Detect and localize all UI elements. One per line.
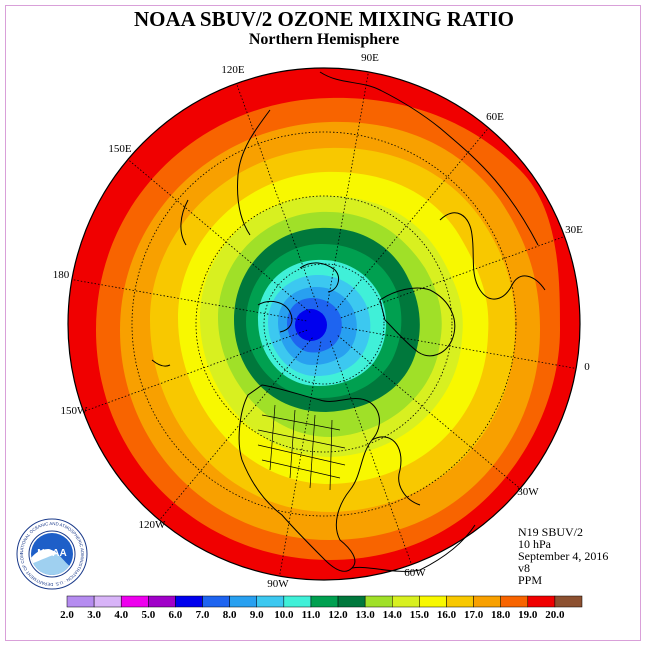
colorbar-swatches — [66, 595, 583, 608]
colorbar-swatch — [554, 595, 583, 608]
latitude-circle — [131, 131, 517, 517]
colorbar-label: 2.0 — [60, 609, 74, 621]
colorbar-label: 17.0 — [464, 609, 484, 621]
colorbar-label: 12.0 — [328, 609, 348, 621]
colorbar-label: 10.0 — [274, 609, 294, 621]
colorbar-label: 3.0 — [87, 609, 101, 621]
lon-label: 90E — [361, 52, 379, 64]
colorbar-label: 4.0 — [114, 609, 128, 621]
meridian-line — [335, 127, 489, 311]
page-title: NOAA SBUV/2 OZONE MIXING RATIO — [134, 7, 514, 31]
meridian-line — [326, 71, 369, 307]
colorbar-swatch — [473, 595, 501, 608]
colorbar-label: 11.0 — [302, 609, 321, 621]
lon-label: 30W — [517, 486, 539, 498]
lon-label: 150E — [108, 143, 132, 155]
meridian-line — [83, 329, 308, 412]
coast-aleutians — [151, 359, 171, 367]
colorbar-swatch — [364, 595, 393, 608]
figure-frame — [5, 5, 641, 641]
colorbar-label: 14.0 — [383, 609, 403, 621]
latitude-circle — [195, 195, 453, 453]
pressure-level-label: 10 hPa — [518, 537, 551, 551]
colorbar-label: 5.0 — [141, 609, 155, 621]
colorbar-swatch — [527, 595, 556, 608]
coast-asia — [319, 71, 539, 246]
map-rim — [67, 67, 581, 581]
coast-east-asia — [237, 109, 271, 236]
colorbar-swatch — [392, 595, 420, 608]
coast-central-america — [351, 524, 476, 572]
coast-kamchatka — [180, 199, 189, 246]
colorbar-label: 13.0 — [356, 609, 376, 621]
coast-europe — [439, 212, 546, 300]
meridian-line — [340, 236, 565, 319]
colorbar-label: 16.0 — [437, 609, 457, 621]
colorbar-swatch — [283, 595, 312, 608]
state-boundaries — [257, 404, 346, 491]
meridian-line — [329, 340, 412, 565]
colorbar-label: 7.0 — [196, 609, 210, 621]
colorbar-swatch — [229, 595, 257, 608]
coastlines — [151, 71, 546, 572]
colorbar-label: 9.0 — [250, 609, 264, 621]
units-label: PPM — [518, 573, 543, 587]
meridian-line — [127, 159, 311, 313]
page-subtitle: Northern Hemisphere — [248, 31, 400, 48]
lon-label: 0 — [584, 361, 590, 373]
colorbar-swatch — [66, 595, 95, 608]
lon-label: 60W — [404, 567, 426, 579]
colorbar-swatch — [93, 595, 122, 608]
lon-label: 150W — [61, 405, 89, 417]
contour-band-6 — [295, 309, 327, 341]
latitude-circle — [263, 263, 385, 385]
colorbar-swatch — [446, 595, 474, 608]
longitude-labels: 90E 60E 30E 0 30W 60W 90W 120W 150W 180 … — [53, 52, 591, 590]
meridian-line — [341, 326, 577, 369]
colorbar-swatch — [148, 595, 176, 608]
colorbar-swatch — [120, 595, 149, 608]
colorbar-swatch — [175, 595, 203, 608]
meridian-line — [236, 83, 319, 308]
lon-label: 120W — [139, 519, 167, 531]
colorbar-label: 20.0 — [545, 609, 565, 621]
coast-east-na — [371, 436, 421, 506]
coast-arctic-islands — [299, 262, 339, 293]
lon-label: 180 — [53, 269, 70, 281]
lon-label: 30E — [565, 224, 583, 236]
colorbar-label: 18.0 — [491, 609, 511, 621]
logo-text: NOAA — [37, 548, 66, 559]
date-label: September 4, 2016 — [518, 549, 609, 563]
colorbar-swatch — [500, 595, 529, 608]
coast-siberia-arctic — [257, 301, 293, 333]
lon-label: 90W — [267, 578, 289, 590]
colorbar-swatch — [419, 595, 447, 608]
colorbar-swatch — [337, 595, 366, 608]
version-label: v8 — [518, 561, 530, 575]
meridian-line — [337, 335, 521, 489]
coast-greenland — [379, 287, 456, 357]
meridian-line — [71, 279, 307, 322]
colorbar-label: 15.0 — [410, 609, 430, 621]
noaa-logo: NOAA NATIONAL OCEANIC AND ATMOSPHERIC AD… — [16, 518, 88, 590]
colorbar-swatch — [310, 595, 339, 608]
meridian-line — [159, 337, 313, 521]
colorbar-labels: 2.0 3.0 4.0 5.0 6.0 7.0 8.0 9.0 10.0 11.0 12.0 13.0… — [60, 609, 565, 621]
colorbar-label: 8.0 — [223, 609, 237, 621]
colorbar-swatch — [256, 595, 285, 608]
lon-label: 60E — [486, 111, 504, 123]
graticule — [71, 71, 577, 577]
meridian-line — [279, 341, 322, 577]
coast-north-america — [238, 384, 380, 572]
lon-label: 120E — [221, 64, 245, 76]
colorbar-label: 6.0 — [169, 609, 183, 621]
colorbar-label: 19.0 — [518, 609, 538, 621]
colorbar-swatch — [202, 595, 230, 608]
instrument-label: N19 SBUV/2 — [518, 525, 584, 539]
